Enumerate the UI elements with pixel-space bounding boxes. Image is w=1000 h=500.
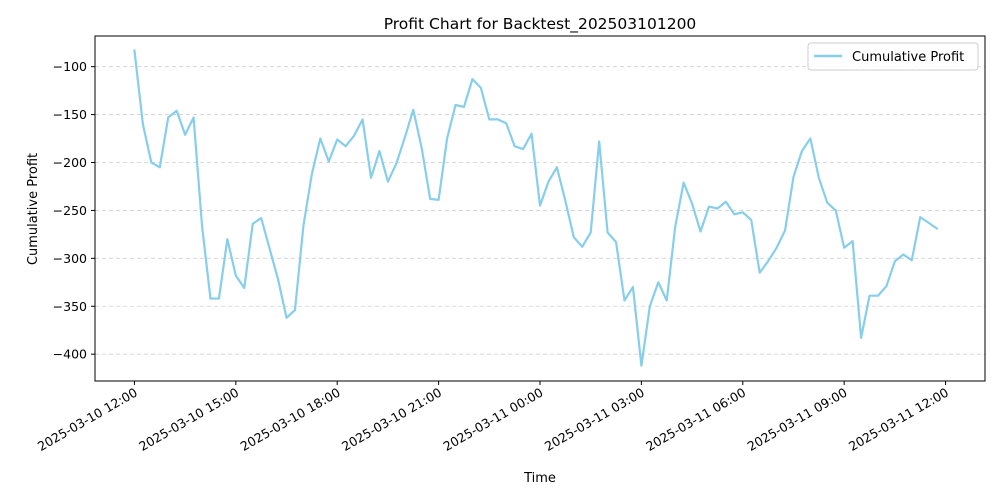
legend: Cumulative Profit bbox=[807, 42, 979, 71]
y-axis: −100 −150 −200 −250 −300 −350 −400 bbox=[53, 59, 95, 362]
series-layer bbox=[133, 49, 939, 367]
legend-label: Cumulative Profit bbox=[852, 50, 964, 65]
y-tick-label: −400 bbox=[53, 347, 87, 362]
grid bbox=[95, 66, 985, 355]
y-tick-label: −100 bbox=[53, 59, 87, 74]
y-tick-label: −200 bbox=[53, 155, 87, 170]
chart-title: Profit Chart for Backtest_202503101200 bbox=[384, 15, 697, 34]
series-line-cumulative-profit bbox=[133, 49, 939, 367]
legend-box bbox=[807, 42, 979, 71]
y-tick-label: −300 bbox=[53, 251, 87, 266]
y-tick-label: −250 bbox=[53, 203, 87, 218]
x-axis-label: Time bbox=[523, 471, 556, 486]
y-tick-label: −150 bbox=[53, 107, 87, 122]
y-axis-label: Cumulative Profit bbox=[26, 153, 41, 265]
y-tick-label: −350 bbox=[53, 299, 87, 314]
